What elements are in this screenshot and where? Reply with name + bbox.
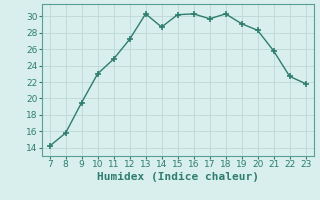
X-axis label: Humidex (Indice chaleur): Humidex (Indice chaleur)	[97, 172, 259, 182]
